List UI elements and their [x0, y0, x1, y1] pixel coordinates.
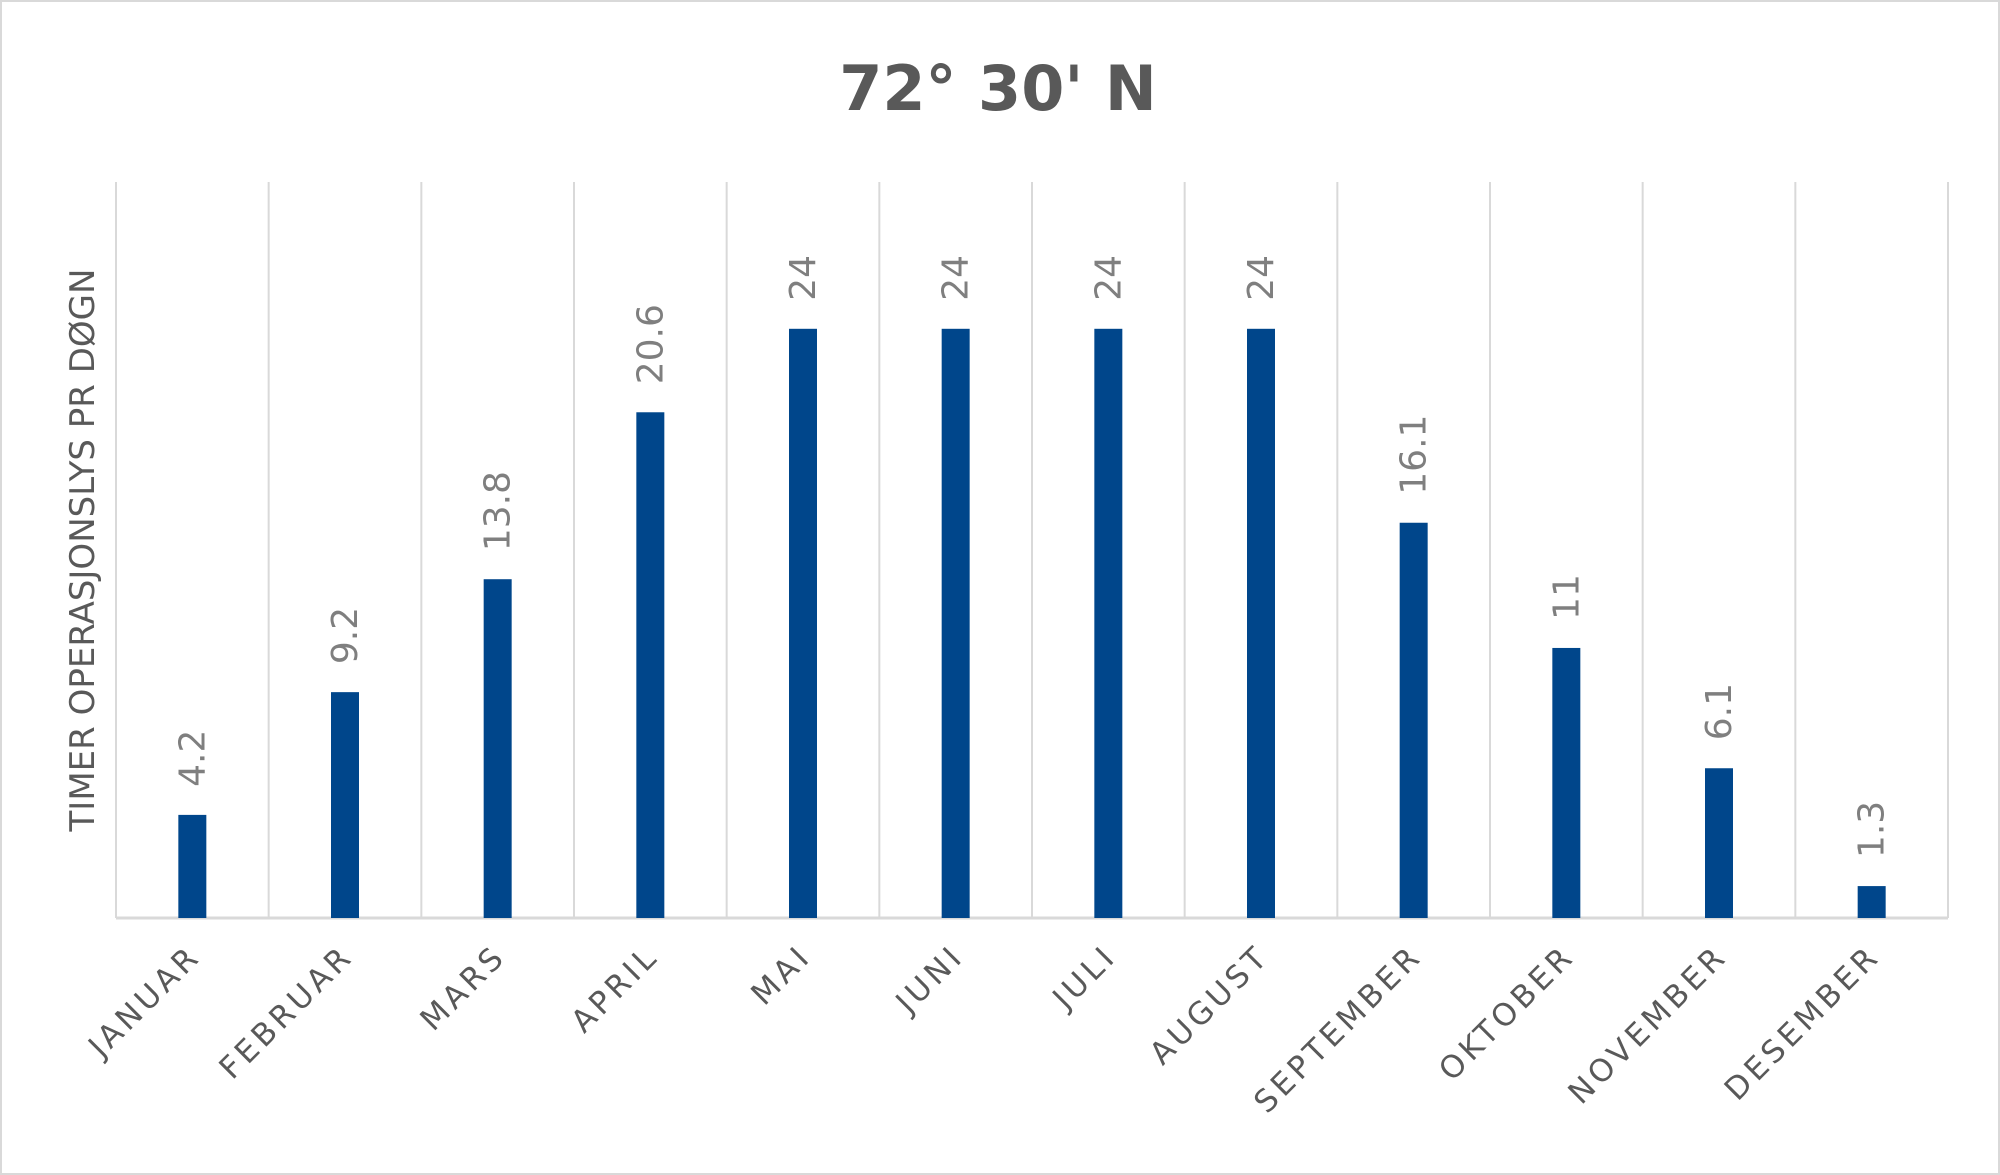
bar-mai — [789, 328, 817, 918]
data-label: 24 — [1241, 255, 1282, 301]
data-label: 24 — [936, 255, 977, 301]
bar-juni — [941, 328, 970, 918]
bar-november — [1705, 768, 1733, 918]
data-label: 24 — [1088, 255, 1129, 301]
data-label: 16.1 — [1394, 415, 1435, 495]
bar-august — [1247, 328, 1275, 918]
x-tick-label: APRIL — [564, 938, 666, 1040]
bar-juli — [1094, 328, 1123, 918]
data-label: 24 — [783, 255, 824, 301]
x-tick-label: JUNI — [888, 938, 972, 1022]
data-label: 11 — [1546, 574, 1587, 620]
bar-desember — [1857, 886, 1886, 918]
data-label: 4.2 — [172, 730, 213, 787]
bar-februar — [331, 692, 359, 918]
bar-mars — [483, 579, 512, 918]
x-tick-label: MAI — [744, 938, 818, 1012]
x-tick-label: MARS — [413, 938, 513, 1038]
data-label: 6.1 — [1699, 683, 1740, 740]
x-tick-label: NOVEMBER — [1561, 938, 1734, 1111]
gridlines — [115, 182, 1949, 920]
data-label: 9.2 — [325, 607, 366, 664]
data-labels: 4.2 9.2 13.8 20.6 24 24 24 24 16.1 11 6.1 1.3 — [172, 255, 1892, 858]
data-label: 20.6 — [630, 304, 671, 384]
chart-title: 72° 30' N — [839, 52, 1157, 125]
y-axis-title: TIMER OPERASJONSLYS PR DØGN — [63, 269, 103, 833]
x-tick-label: OKTOBER — [1432, 938, 1582, 1088]
bar-september — [1399, 522, 1428, 918]
bar-januar — [178, 814, 207, 918]
data-label: 1.3 — [1852, 801, 1893, 858]
x-tick-label: AUGUST — [1143, 938, 1277, 1072]
x-axis-ticks: JANUAR FEBRUAR MARS APRIL MAI JUNI JULI AUGUSTS… — [80, 938, 1887, 1120]
bar-april — [636, 412, 665, 918]
x-tick-label: DESEMBER — [1718, 938, 1888, 1108]
data-label: 13.8 — [478, 471, 519, 551]
x-tick-label: FEBRUAR — [212, 938, 360, 1086]
bar-oktober — [1552, 647, 1581, 918]
x-tick-label: JULI — [1045, 938, 1124, 1017]
bars — [178, 328, 1886, 918]
x-tick-label: JANUAR — [80, 938, 208, 1066]
